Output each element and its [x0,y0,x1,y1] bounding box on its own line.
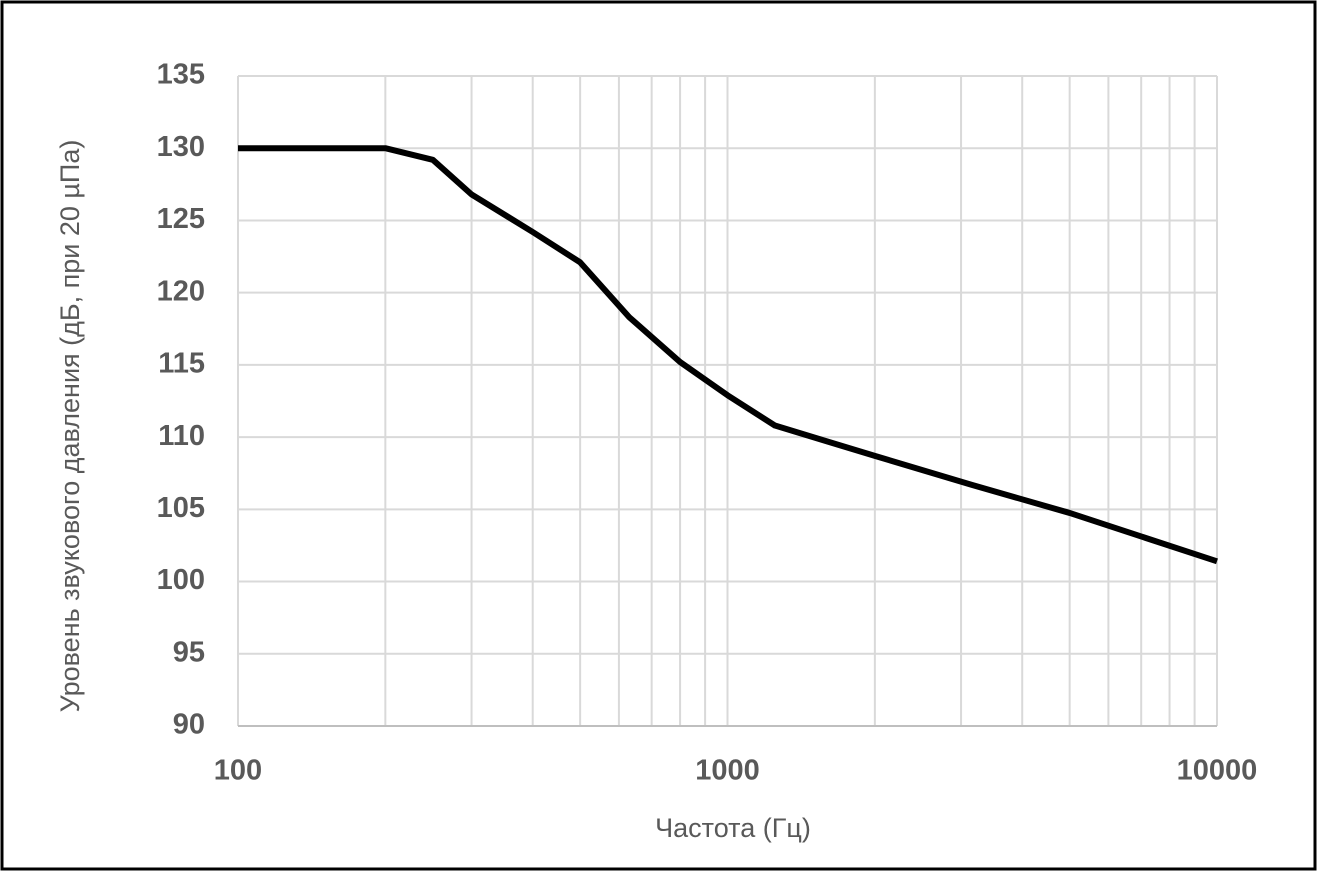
x-axis-title: Частота (Гц) [655,813,811,843]
y-tick-label: 120 [157,275,205,307]
y-tick-label: 105 [157,492,205,524]
y-tick-label: 100 [157,564,205,596]
y-tick-label: 135 [157,59,205,91]
x-tick-label: 100 [214,755,262,787]
x-tick-label: 1000 [695,755,760,787]
y-tick-label: 125 [157,203,205,235]
x-tick-label: 10000 [1177,755,1258,787]
line-series [238,145,1218,565]
y-tick-label: 110 [158,420,205,452]
marks [238,145,1218,565]
y-tick-label: 90 [173,709,205,741]
y-tick-label: 130 [157,131,205,163]
y-tick-label: 95 [173,636,205,668]
grid [237,75,1218,727]
y-axis-title: Уровень звукового давления (дБ, при 20 µ… [55,140,85,713]
y-tick-label: 115 [158,348,205,380]
